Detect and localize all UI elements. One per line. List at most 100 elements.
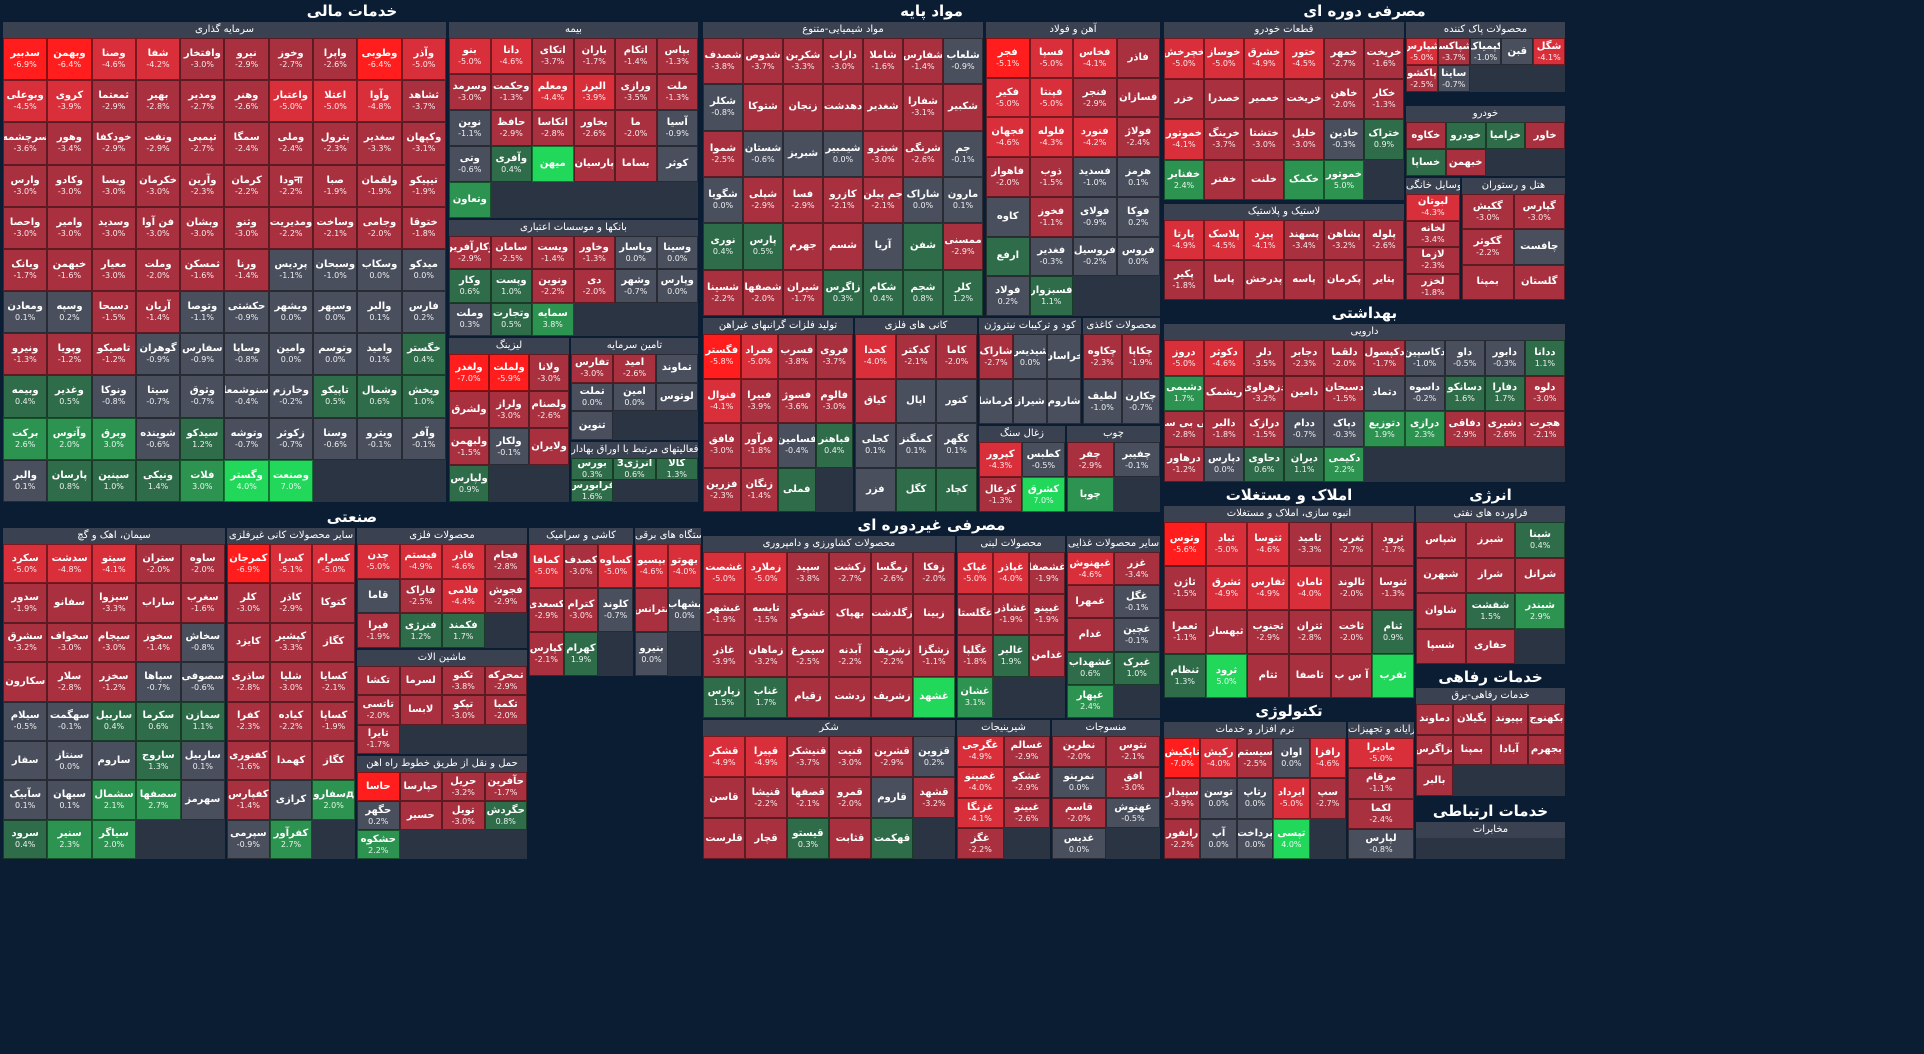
stock-tile[interactable]: ولپارس 0.9%	[449, 465, 489, 502]
stock-tile[interactable]: فسدید -1.0%	[1073, 157, 1117, 197]
stock-tile[interactable]: خعمیر	[1244, 78, 1284, 119]
stock-tile[interactable]: کی بی سی-2.8%	[1164, 411, 1205, 447]
stock-tile[interactable]: وسکاب 0.0%	[357, 248, 402, 292]
stock-tile[interactable]: کتوکا	[312, 583, 355, 623]
stock-tile[interactable]: وامیر -3.0%	[47, 206, 92, 249]
stock-tile[interactable]: قمرو -2.0%	[829, 777, 871, 818]
group-title[interactable]: زغال سنگ	[979, 426, 1065, 442]
group-title[interactable]: شکر	[703, 720, 955, 736]
stock-tile[interactable]: سمایه 3.8%	[532, 302, 574, 336]
stock-tile[interactable]: فلوله -4.3%	[1029, 117, 1073, 158]
stock-tile[interactable]: قاسم -2.0%	[1052, 797, 1106, 829]
stock-tile[interactable]: وجامی -2.0%	[357, 206, 402, 249]
stock-tile[interactable]: دلر -3.5%	[1244, 340, 1285, 376]
stock-tile[interactable]: قثابت	[829, 818, 871, 859]
stock-tile[interactable]: ثتام	[1247, 654, 1289, 698]
stock-tile[interactable]: غگلستا	[957, 593, 993, 635]
stock-tile[interactable]: سیزوا -3.3%	[91, 583, 137, 623]
stock-tile[interactable]: خاهن -2.0%	[1324, 78, 1364, 119]
stock-tile[interactable]: فلامی -4.4%	[442, 578, 485, 614]
group-title[interactable]: حمل و نقل از طریق خطوط راه اهن	[357, 756, 527, 772]
stock-tile[interactable]: فپنتا -5.0%	[1029, 77, 1073, 118]
stock-tile[interactable]: نیرو -2.9%	[224, 38, 269, 81]
stock-tile[interactable]: چکاوه -2.3%	[1083, 334, 1122, 379]
stock-tile[interactable]: قشهد -3.2%	[913, 777, 955, 818]
stock-tile[interactable]: زماهان -3.2%	[745, 635, 787, 677]
stock-tile[interactable]: ختوقا -1.8%	[401, 206, 446, 249]
stock-tile[interactable]: شجم 0.8%	[903, 269, 943, 316]
stock-tile[interactable]: شسینا -2.2%	[703, 269, 743, 316]
stock-tile[interactable]: دابور -0.3%	[1484, 340, 1525, 376]
stock-tile[interactable]: لپارس -0.8%	[1348, 828, 1414, 859]
stock-tile[interactable]: شبرز	[1465, 522, 1516, 558]
stock-tile[interactable]: وتوسم 0.0%	[313, 333, 358, 376]
stock-tile[interactable]: ورازی -3.5%	[615, 74, 657, 110]
group-title[interactable]: سایر محصولات غذایی	[1067, 536, 1160, 552]
stock-tile[interactable]: ونیکی 1.4%	[135, 459, 181, 502]
stock-tile[interactable]: ورنا -1.4%	[224, 248, 269, 292]
stock-tile[interactable]: کرماشا	[979, 379, 1013, 424]
stock-tile[interactable]: باران -1.7%	[573, 38, 615, 74]
stock-tile[interactable]: میدکو 0.0%	[401, 248, 446, 292]
stock-tile[interactable]: تاتسی -2.0%	[357, 695, 400, 725]
stock-tile[interactable]: ویترو -0.1%	[357, 417, 402, 460]
stock-tile[interactable]: بشهاب 0.0%	[668, 588, 701, 632]
stock-tile[interactable]: بمپنا	[1453, 734, 1491, 766]
stock-tile[interactable]: شسپا	[1416, 628, 1466, 664]
stock-tile[interactable]: فسپا -5.0%	[1029, 38, 1073, 78]
stock-tile[interactable]: بزاگرس	[1416, 734, 1454, 766]
stock-tile[interactable]: سمازن 1.1%	[180, 701, 225, 741]
group-title[interactable]: وسایل خانگی	[1406, 178, 1460, 194]
stock-tile[interactable]: شپاس	[1416, 522, 1466, 558]
stock-tile[interactable]: فخاس -4.1%	[1073, 38, 1117, 78]
stock-tile[interactable]: تملت 0.0%	[571, 382, 614, 412]
stock-tile[interactable]: وتوشه -0.7%	[224, 417, 269, 460]
group-title[interactable]: هتل و رستوران	[1462, 178, 1565, 194]
stock-tile[interactable]: وخوز -2.7%	[268, 38, 314, 81]
stock-tile[interactable]: فسوژ -3.6%	[778, 378, 816, 423]
stock-tile[interactable]: لسرما	[399, 666, 442, 696]
stock-tile[interactable]: وپارس 0.0%	[656, 269, 698, 303]
stock-tile[interactable]: سیتا -0.7%	[135, 375, 181, 418]
stock-tile[interactable]: کیاده -2.2%	[269, 701, 313, 741]
stock-tile[interactable]: شکلر -0.8%	[703, 84, 743, 131]
stock-tile[interactable]: شفارا -3.1%	[903, 84, 943, 131]
stock-tile[interactable]: اعتلا -5.0%	[313, 80, 358, 123]
stock-tile[interactable]: غبشهر -1.9%	[703, 593, 745, 635]
stock-tile[interactable]: شپارس-5.0%	[1406, 38, 1438, 65]
stock-tile[interactable]: کهمدا	[269, 740, 313, 781]
stock-tile[interactable]: بپیوند	[1490, 704, 1528, 735]
stock-tile[interactable]: وآوا -4.8%	[357, 80, 402, 123]
stock-tile[interactable]: وسینا 0.0%	[656, 236, 698, 270]
stock-tile[interactable]: زنگان -1.4%	[740, 467, 778, 512]
group-title[interactable]: خودرو	[1406, 106, 1565, 122]
stock-tile[interactable]: ولغدر -7.0%	[449, 354, 489, 391]
stock-tile[interactable]: ثنام 0.9%	[1372, 610, 1414, 654]
stock-tile[interactable]: البرز -3.9%	[573, 74, 615, 110]
stock-tile[interactable]: ولملت -5.9%	[489, 354, 529, 391]
stock-tile[interactable]: دماوند	[1416, 704, 1454, 735]
stock-tile[interactable]: ساراب	[136, 583, 181, 623]
stock-tile[interactable]: پدرخش	[1244, 260, 1284, 300]
stock-tile[interactable]: ثنظام 1.3%	[1164, 654, 1206, 698]
stock-tile[interactable]: وتی -0.6%	[449, 146, 491, 182]
stock-tile[interactable]: غدام	[1067, 618, 1114, 652]
stock-tile[interactable]: شیدیس 0.0%	[1013, 334, 1047, 379]
stock-tile[interactable]: وساخت -2.1%	[313, 206, 358, 249]
stock-tile[interactable]: شراز	[1465, 557, 1516, 593]
stock-tile[interactable]: وامید 0.1%	[357, 333, 402, 376]
stock-tile[interactable]: ویست -1.4%	[532, 236, 574, 270]
stock-tile[interactable]: سصفها 2.7%	[136, 780, 181, 820]
stock-tile[interactable]: کفرآور 2.7%	[269, 819, 313, 859]
stock-tile[interactable]: لابسا	[399, 695, 442, 725]
stock-tile[interactable]: رافزا -4.6%	[1309, 738, 1346, 779]
stock-tile[interactable]: شوینده -0.6%	[135, 417, 181, 460]
stock-tile[interactable]: ریشمک	[1204, 375, 1245, 411]
group-title[interactable]: سایر محصولات کانی غیرفلزی	[227, 528, 355, 544]
stock-tile[interactable]: غبهنوش -4.6%	[1067, 552, 1114, 586]
stock-tile[interactable]: بپاس -1.3%	[656, 38, 698, 74]
stock-tile[interactable]: بخاور -2.6%	[573, 110, 615, 146]
stock-tile[interactable]: تکمبا -2.0%	[484, 695, 527, 725]
stock-tile[interactable]: قلرست	[703, 818, 745, 859]
stock-tile[interactable]: وملت 0.3%	[449, 302, 491, 336]
